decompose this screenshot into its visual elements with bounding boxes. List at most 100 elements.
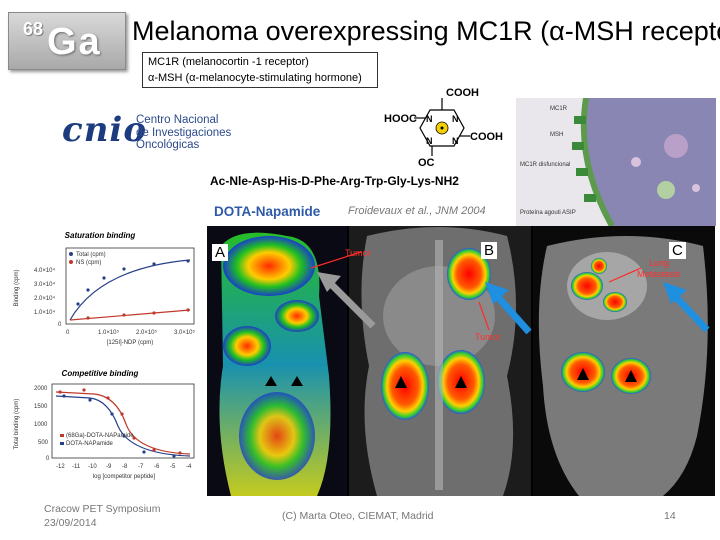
tumor-pointer-line — [310, 251, 362, 269]
cell-membrane — [580, 98, 615, 226]
panel-b-pet-ct-image — [349, 226, 531, 496]
panel-c-pet-ct-image — [533, 226, 715, 496]
marker-triangle-icon — [625, 370, 637, 382]
competitive-ytick: 1500 — [34, 404, 48, 410]
footer-copyright: (C) Marta Oteo, CIEMAT, Madrid — [282, 510, 434, 522]
cell-body — [583, 98, 716, 226]
panel-a-pet-image — [207, 226, 347, 496]
definition-mc1r: MC1R (melanocortin -1 receptor) — [148, 56, 309, 68]
logo-element: Ga — [47, 21, 102, 63]
organelle — [664, 134, 688, 158]
oc-label: OC — [418, 157, 435, 169]
logo-superscript: 68 — [23, 19, 44, 39]
macrocycle-ring — [414, 98, 470, 156]
competitive-xlabel: log [competitor peptide] — [93, 474, 156, 480]
metastasis-pointer-line — [608, 267, 642, 283]
competitive-plot-frame — [51, 383, 195, 459]
blue-arrow-icon — [485, 282, 532, 335]
competitive-dota-points — [62, 394, 176, 458]
legend-marker-total — [69, 252, 73, 256]
receptor-icon — [584, 194, 596, 202]
panel-c-metastasis-label: Metastasis — [637, 269, 681, 279]
binding-charts: Saturation binding 4.0×10⁴ 3.0×10⁴ 2.0×1… — [4, 224, 210, 490]
panel-c-label: C — [669, 242, 686, 259]
saturation-ns-points — [86, 308, 190, 320]
saturation-title: Saturation binding — [65, 231, 136, 240]
competitive-ga-points — [58, 388, 182, 455]
cnio-logo: cnio Centro Nacional de Investigaciones … — [62, 110, 231, 151]
competitive-dota-curve — [55, 395, 191, 457]
nitrogen-atom: N — [452, 114, 459, 124]
saturation-ytick: 1.0×10⁴ — [34, 309, 56, 316]
panel-b-label: B — [481, 242, 498, 259]
svg-text:-12: -12 — [56, 464, 65, 470]
diagram-label-agouti: Proteína agouti ASIP — [520, 210, 576, 216]
blue-arrow-icon — [663, 282, 710, 333]
dota-napamide-label: DOTA-Napamide — [214, 204, 321, 219]
competitive-ytick: 500 — [38, 440, 49, 446]
cnio-name: Centro Nacional de Investigaciones Oncol… — [136, 114, 231, 152]
tumor-pointer-line — [478, 301, 490, 331]
cnio-wordmark: cnio — [62, 110, 148, 150]
organelle — [631, 157, 641, 167]
receptor-icon — [576, 168, 588, 176]
saturation-ylabel: Binding (cpm) — [14, 269, 20, 306]
citation-reference: Froidevaux et al., JNM 2004 — [348, 205, 486, 217]
competitive-ytick: 1000 — [34, 422, 48, 428]
marker-triangle-icon — [577, 368, 589, 380]
definition-amsh: α-MSH (α-melanocyte-stimulating hormone) — [148, 72, 362, 84]
competitive-ga-curve — [55, 391, 191, 455]
cnio-name-line: Centro Nacional — [136, 114, 219, 126]
diagram-label-mc1r: MC1R — [550, 106, 568, 112]
panel-b-tumor-top-label: Tumor — [345, 248, 371, 258]
competitive-xticks: -12 -11 -10 -9 -8 -7 -6 -5 -4 — [56, 464, 192, 470]
organelle — [692, 184, 700, 192]
svg-text:-10: -10 — [88, 464, 97, 470]
svg-text:-5: -5 — [170, 464, 176, 470]
competitive-ytick: 2000 — [34, 386, 48, 392]
saturation-ytick: 3.0×10⁴ — [34, 281, 56, 288]
competitive-legend-ga: (68Ga)-DOTA-NAPamide — [66, 433, 134, 439]
receptor-cell-diagram: MC1R MSH MC1R disfuncional Proteína agou… — [516, 98, 716, 226]
organelle — [657, 181, 675, 199]
competitive-ytick: 0 — [46, 456, 50, 462]
cnio-name-line: de Investigaciones — [136, 126, 232, 139]
legend-marker-ga — [60, 434, 64, 437]
svg-text:-4: -4 — [186, 464, 192, 470]
legend-marker-dota — [60, 442, 64, 445]
saturation-legend-total: Total (cpm) — [76, 252, 106, 258]
diagram-label-msh: MSH — [550, 132, 563, 138]
saturation-xtick: 0 — [66, 330, 70, 336]
competitive-title: Competitive binding — [62, 369, 139, 378]
panel-a-label: A — [212, 244, 229, 261]
legend-marker-ns — [69, 260, 73, 264]
marker-triangle-icon — [291, 376, 303, 386]
saturation-total-curve — [69, 259, 191, 321]
marker-triangle-icon — [455, 376, 467, 388]
competitive-ylabel: Total binding (cpm) — [14, 399, 20, 450]
saturation-xlabel: [125I]-NDP (cpm) — [107, 340, 154, 346]
saturation-xtick: 1.0×10⁵ — [98, 329, 120, 336]
saturation-total-points — [76, 259, 190, 306]
footer-event: Cracow PET Symposium 23/09/2014 — [44, 502, 161, 530]
saturation-ytick: 0 — [58, 322, 62, 328]
nitrogen-atom: N — [452, 136, 459, 146]
pet-ct-images: Tumor Tumor Lung Metastasis — [207, 226, 715, 496]
svg-text:-6: -6 — [154, 464, 160, 470]
hooc-label: HOOC — [384, 113, 417, 125]
slide-number: 14 — [664, 510, 676, 522]
cooh-right-label: COOH — [470, 131, 503, 143]
svg-text:-11: -11 — [72, 464, 81, 470]
panel-b-tumor-bottom-label: Tumor — [475, 332, 501, 342]
competitive-legend-dota: DOTA-NAPamide — [66, 441, 114, 447]
receptor-icon — [572, 142, 584, 150]
gray-arrow-icon — [317, 272, 376, 329]
saturation-xtick: 3.0×10⁵ — [174, 329, 196, 336]
saturation-legend-ns: NS (cpm) — [76, 260, 101, 266]
definitions-box: MC1R (melanocortin -1 receptor) α-MSH (α… — [142, 52, 378, 88]
peptide-sequence: Ac-Nle-Asp-His-D-Phe-Arg-Trp-Gly-Lys-NH2 — [210, 174, 459, 188]
saturation-ytick: 2.0×10⁴ — [34, 295, 56, 302]
diagram-label-dysfunctional: MC1R disfuncional — [520, 162, 570, 168]
cnio-name-line: Oncológicas — [136, 139, 200, 151]
slide-title: Melanoma overexpressing MC1R (α-MSH rece… — [132, 16, 720, 46]
